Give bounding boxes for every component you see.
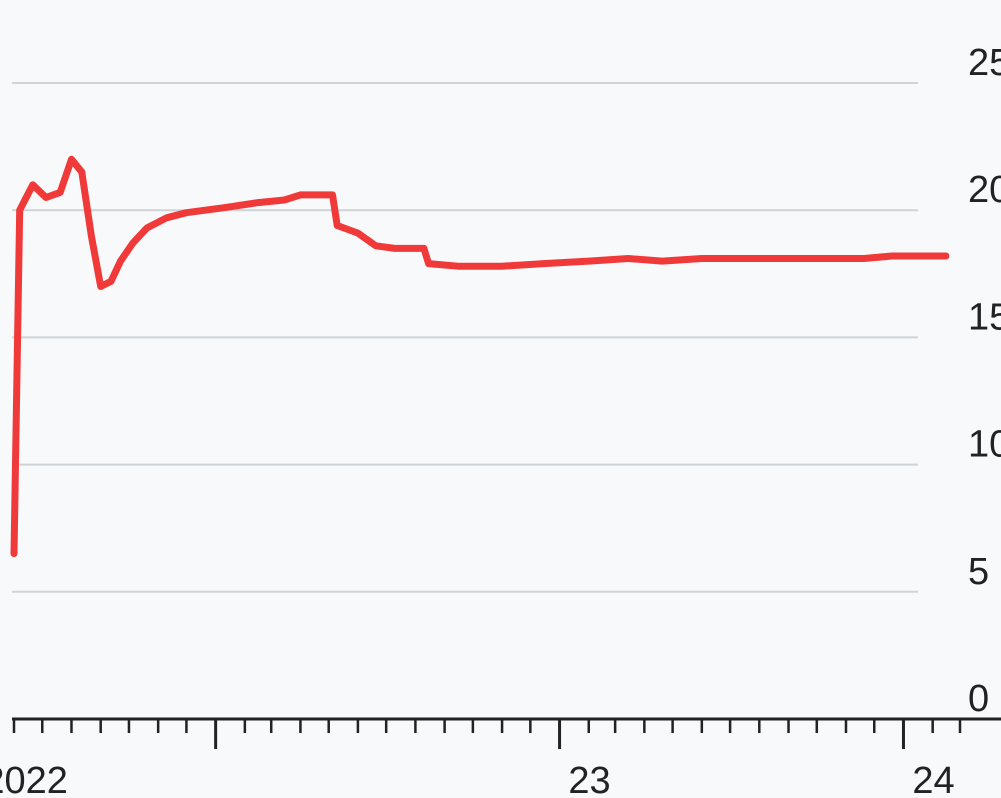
x-tick-label: 23 — [568, 760, 610, 798]
x-tick-label: 2022 — [0, 760, 68, 798]
series-lines — [10, 155, 950, 558]
y-tick-label: 15 — [968, 296, 1001, 338]
x-axis — [12, 717, 1001, 749]
y-tick-label: 0 — [968, 678, 989, 720]
y-tick-label: 10 — [968, 424, 1001, 466]
x-tick-label: 24 — [912, 760, 954, 798]
x-axis-labels: 2022 23 24 — [0, 760, 955, 798]
series-line — [10, 155, 950, 558]
y-tick-label: 25 — [968, 42, 1001, 84]
y-axis-labels: 25 20 15 10 5 0 — [968, 42, 1001, 720]
y-tick-label: 20 — [968, 169, 1001, 211]
gridlines — [12, 82, 918, 593]
y-tick-label: 5 — [968, 551, 989, 593]
